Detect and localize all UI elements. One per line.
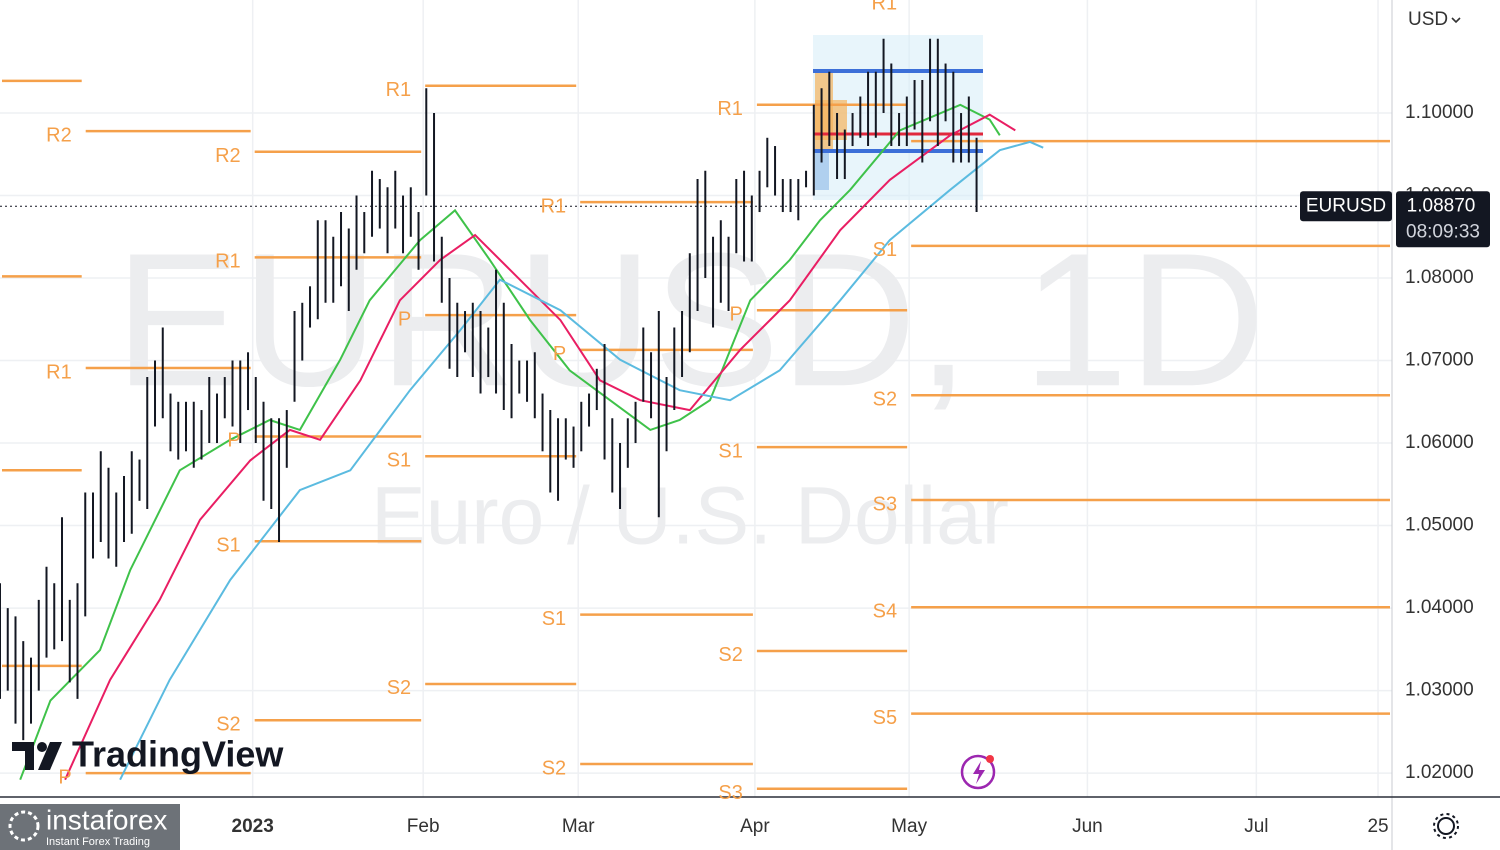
currency-menu[interactable]: USD — [1408, 9, 1461, 30]
y-tick-label: 1.03000 — [1405, 680, 1474, 701]
pivot-label: P — [398, 308, 411, 330]
pivot-label: S4 — [873, 601, 897, 623]
x-tick-label: May — [891, 816, 927, 837]
pivot-label: R1 — [541, 195, 567, 217]
pivot-label: R1 — [386, 79, 412, 101]
pivot-label: S2 — [718, 644, 742, 666]
pivot-label: S5 — [873, 707, 897, 729]
pivot-label: P — [730, 304, 743, 326]
pivot-label: P — [58, 766, 71, 788]
price-label: 1.08870 — [1407, 195, 1476, 216]
y-tick-label: 1.07000 — [1405, 350, 1474, 371]
pivot-label: S1 — [387, 450, 411, 472]
x-tick-label: 25 — [1367, 816, 1388, 837]
y-tick-label: 1.05000 — [1405, 515, 1474, 536]
pivot-label: R1 — [215, 251, 241, 273]
y-tick-label: 1.06000 — [1405, 432, 1474, 453]
symbol-tag — [1300, 191, 1392, 222]
pivot-label: R1 — [46, 361, 72, 383]
countdown-label: 08:09:33 — [1406, 221, 1480, 242]
y-tick-label: 1.08000 — [1405, 267, 1474, 288]
lightning-icon[interactable] — [960, 754, 996, 790]
pivot-label: S1 — [873, 239, 897, 261]
y-tick-label: 1.10000 — [1405, 102, 1474, 123]
pivot-label: S2 — [387, 677, 411, 699]
grid — [0, 0, 1392, 797]
instaforex-logo: instaforex Instant Forex Trading — [0, 804, 180, 850]
pivot-label: S2 — [216, 714, 240, 736]
instaforex-text: instaforex — [46, 804, 167, 835]
x-tick-label: Feb — [407, 816, 440, 837]
symbol-label: EURUSD — [1306, 195, 1386, 216]
pivot-label: P — [227, 430, 240, 452]
settings-icon[interactable] — [1433, 813, 1459, 839]
tradingview-text: TradingView — [72, 734, 284, 775]
moving-average — [64, 113, 1016, 781]
pivot-label: S2 — [542, 757, 566, 779]
pivot-label: R1 — [872, 0, 898, 14]
x-tick-label: Jul — [1244, 816, 1268, 837]
volume-profile — [813, 35, 983, 200]
pivot-label: S3 — [873, 493, 897, 515]
pivot-label: S1 — [718, 440, 742, 462]
x-tick-label: 2023 — [232, 816, 274, 837]
pivot-label: S1 — [216, 535, 240, 557]
pivot-label: R1 — [717, 98, 743, 120]
watermark-description: Euro / U.S. Dollar — [371, 471, 1009, 562]
tradingview-logo: TradingView — [12, 734, 284, 775]
moving-average — [19, 103, 1001, 781]
moving-average — [119, 140, 1044, 781]
x-tick-label: Mar — [562, 816, 595, 837]
y-tick-label: 1.04000 — [1405, 597, 1474, 618]
x-tick-label: Apr — [740, 816, 770, 837]
pivot-label: S1 — [542, 608, 566, 630]
axes: 1.02000 1.03000 1.04000 1.05000 1.06000 1.070… — [232, 102, 1474, 837]
y-tick-label: 1.02000 — [1405, 762, 1474, 783]
pivot-label: R2 — [46, 124, 72, 146]
pivot-label: S3 — [718, 782, 742, 804]
plot-area — [0, 35, 1392, 790]
price-tag — [1396, 191, 1490, 248]
currency-label[interactable]: USD — [1408, 9, 1448, 30]
pivot-label: S2 — [873, 388, 897, 410]
pivot-label: R2 — [215, 145, 241, 167]
instaforex-tagline: Instant Forex Trading — [46, 836, 150, 848]
x-tick-label: Jun — [1072, 816, 1103, 837]
pivot-label: P — [553, 343, 566, 365]
